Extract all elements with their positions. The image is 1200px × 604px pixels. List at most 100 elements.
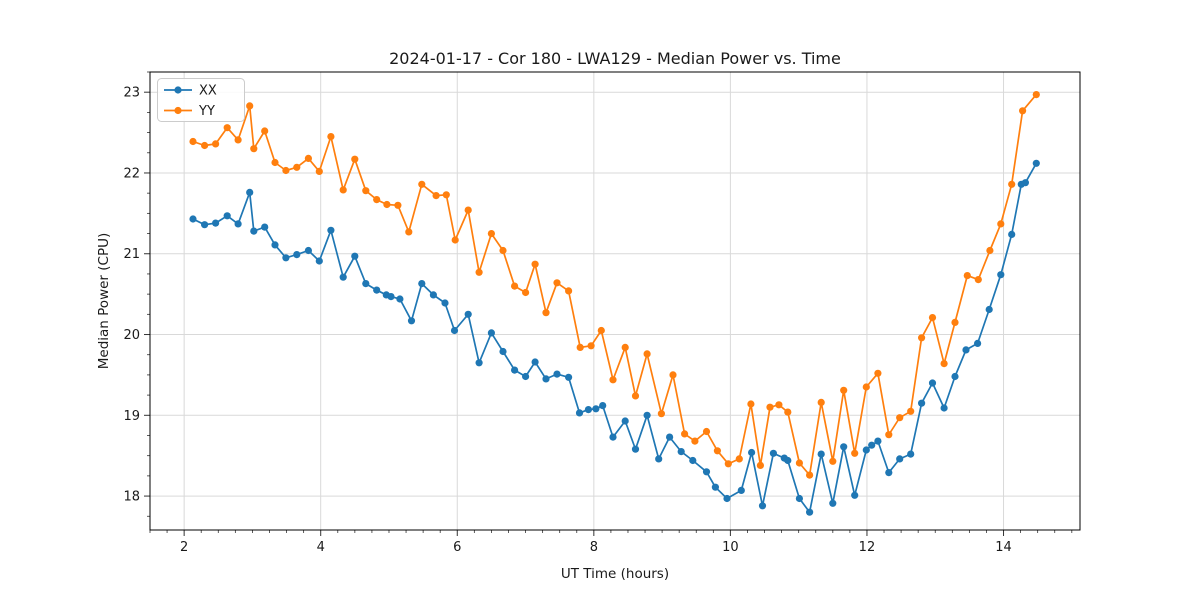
series-yy-point bbox=[874, 369, 882, 377]
series-xx-point bbox=[373, 286, 381, 294]
series-yy-point bbox=[304, 154, 312, 162]
series-yy-point bbox=[643, 350, 651, 358]
series-xx-point bbox=[677, 448, 685, 456]
series-xx-point bbox=[499, 347, 507, 356]
y-tick-label: 19 bbox=[123, 409, 140, 424]
series-xx-point bbox=[212, 219, 220, 227]
series-xx-point bbox=[531, 358, 539, 366]
series-xx-point bbox=[304, 246, 312, 255]
series-xx-point bbox=[621, 417, 629, 425]
series-yy-point bbox=[862, 383, 870, 391]
series-xx-point bbox=[711, 483, 720, 491]
series-yy-point bbox=[475, 268, 483, 276]
series-yy-point bbox=[362, 187, 370, 195]
series-yy-point bbox=[464, 206, 472, 214]
series-layer bbox=[189, 91, 1040, 516]
legend-item-yy: YY bbox=[164, 104, 215, 119]
series-yy-point bbox=[587, 342, 595, 350]
series-yy-point bbox=[681, 430, 689, 438]
series-yy-point bbox=[840, 386, 848, 394]
series-xx-point bbox=[261, 223, 269, 231]
series-xx-point bbox=[655, 455, 663, 463]
series-xx-point bbox=[315, 257, 323, 265]
series-xx-point bbox=[293, 251, 301, 259]
series-xx-point bbox=[475, 359, 483, 367]
series-xx-point bbox=[874, 437, 882, 445]
series-xx-point bbox=[896, 455, 904, 463]
series-xx-line bbox=[192, 162, 1038, 514]
y-axis-label: Median Power (CPU) bbox=[96, 233, 112, 369]
series-xx-point bbox=[1008, 230, 1016, 238]
y-tick-label: 22 bbox=[123, 166, 140, 181]
series-yy-markers bbox=[189, 91, 1040, 479]
x-axis-label: UT Time (hours) bbox=[561, 566, 669, 582]
series-xx-point bbox=[643, 411, 651, 419]
series-yy-point bbox=[327, 133, 335, 141]
series-yy-point bbox=[907, 407, 915, 415]
series-yy-point bbox=[669, 371, 677, 379]
series-yy-point bbox=[784, 408, 792, 416]
series-yy-point bbox=[806, 471, 814, 479]
series-xx-point bbox=[250, 227, 258, 235]
series-xx-markers bbox=[189, 159, 1040, 516]
series-yy-point bbox=[928, 314, 937, 322]
series-yy-point bbox=[829, 457, 837, 465]
legend: XX YY bbox=[157, 78, 245, 122]
legend-label: YY bbox=[198, 104, 215, 119]
series-yy-point bbox=[1008, 180, 1016, 188]
series-yy-point bbox=[565, 287, 573, 295]
series-yy-point bbox=[766, 403, 774, 411]
series-xx-point bbox=[758, 502, 767, 510]
series-xx-point bbox=[851, 491, 859, 499]
series-yy-point bbox=[234, 136, 242, 144]
series-yy-point bbox=[963, 272, 971, 280]
series-xx-point bbox=[829, 499, 837, 507]
series-xx-point bbox=[575, 409, 584, 417]
x-tick-label: 10 bbox=[722, 540, 739, 555]
series-yy-point bbox=[795, 459, 804, 467]
series-xx-point bbox=[723, 494, 731, 503]
series-xx-point bbox=[962, 346, 970, 354]
series-xx-point bbox=[702, 468, 711, 476]
series-yy-point bbox=[951, 318, 959, 326]
series-yy-point bbox=[522, 288, 530, 297]
series-xx-point bbox=[795, 494, 804, 503]
series-xx-point bbox=[806, 508, 814, 516]
y-tick-label: 18 bbox=[123, 490, 140, 505]
series-xx-point bbox=[885, 469, 893, 477]
series-xx-point bbox=[450, 326, 459, 335]
series-yy-point bbox=[246, 102, 254, 110]
series-xx-point bbox=[817, 450, 825, 458]
series-xx-point bbox=[784, 456, 792, 465]
series-xx-point bbox=[542, 375, 550, 383]
x-tick-label: 14 bbox=[995, 540, 1012, 555]
series-xx-point bbox=[189, 215, 197, 223]
series-yy-point bbox=[747, 400, 755, 408]
series-xx-point bbox=[510, 366, 519, 374]
series-xx-point bbox=[951, 372, 959, 381]
x-tick-label: 6 bbox=[453, 540, 461, 555]
series-xx-point bbox=[609, 433, 617, 441]
series-yy-point bbox=[756, 461, 765, 469]
series-xx-point bbox=[840, 443, 848, 451]
series-yy-point bbox=[621, 343, 629, 351]
series-yy-point bbox=[373, 196, 381, 204]
series-yy-point bbox=[553, 279, 561, 287]
series-yy-point bbox=[442, 191, 450, 199]
series-yy-point bbox=[597, 326, 605, 335]
series-xx-point bbox=[464, 310, 472, 318]
series-yy-point bbox=[282, 166, 290, 175]
series-xx-point bbox=[748, 448, 756, 457]
series-xx-point bbox=[553, 370, 561, 378]
series-yy-point bbox=[817, 398, 825, 406]
series-yy-point bbox=[261, 127, 269, 135]
series-xx-point bbox=[631, 445, 640, 453]
series-xx-point bbox=[565, 373, 573, 381]
series-yy-point bbox=[986, 246, 994, 255]
series-xx-point bbox=[868, 441, 876, 449]
chart-title: 2024-01-17 - Cor 180 - LWA129 - Median P… bbox=[389, 49, 841, 68]
series-xx-point bbox=[997, 271, 1005, 279]
x-tick-label: 12 bbox=[859, 540, 876, 555]
